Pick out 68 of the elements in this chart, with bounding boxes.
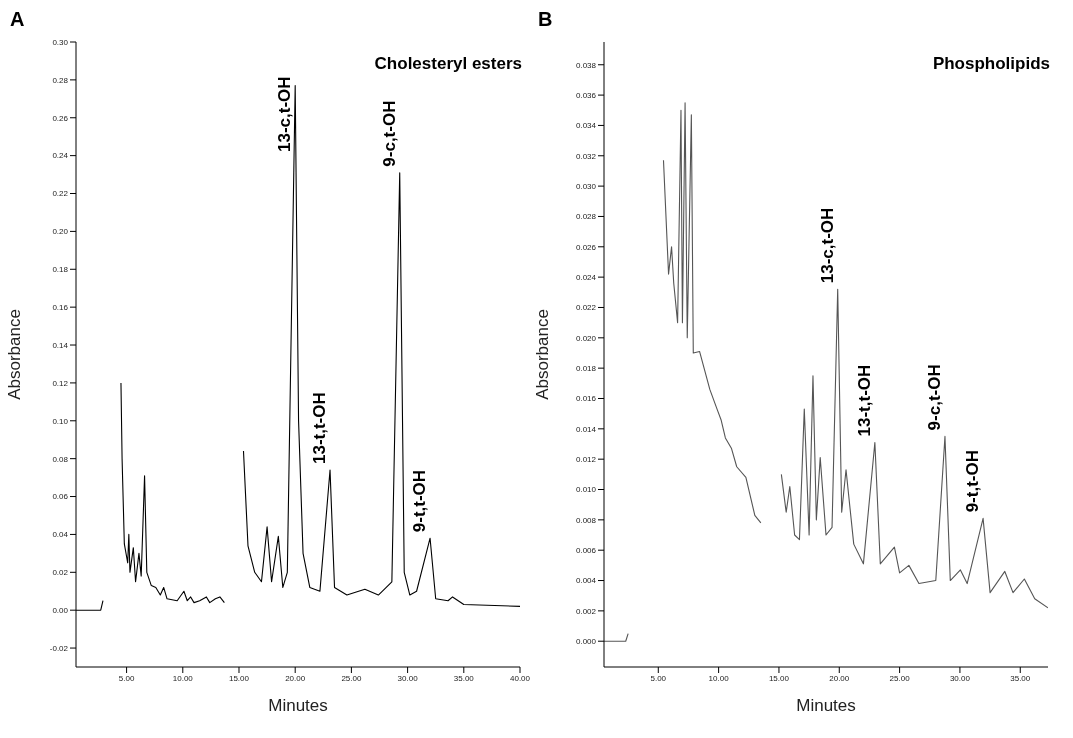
y-tick-label: 0.16 (52, 302, 69, 312)
y-tick-label: 0.036 (575, 90, 597, 100)
y-tick-label: -0.02 (49, 643, 69, 653)
annotation: 13-c,t-OH (817, 207, 837, 284)
y-tick-label: 0.010 (575, 485, 597, 495)
x-tick-label: 40.00 (509, 673, 531, 683)
annotation: 9-t,t-OH (963, 450, 983, 513)
x-tick-label: 10.00 (708, 673, 730, 683)
y-tick-label: 0.014 (575, 424, 597, 434)
y-tick-label: 0.08 (52, 454, 69, 464)
y-tick-label: 0.000 (575, 637, 597, 647)
y-tick-label: 0.038 (575, 60, 597, 70)
y-tick-label: 0.00 (52, 606, 69, 616)
annotation: Phospholipids (932, 54, 1050, 74)
y-tick-label: 0.04 (52, 530, 69, 540)
y-tick-label: 0.06 (52, 492, 69, 502)
y-tick-label: 0.026 (575, 242, 597, 252)
y-axis-title: Absorbance (5, 309, 25, 400)
y-tick-label: 0.10 (52, 416, 69, 426)
y-tick-label: 0.034 (575, 121, 597, 131)
y-tick-label: 0.28 (52, 75, 69, 85)
x-tick-label: 35.00 (453, 673, 475, 683)
x-tick-label: 15.00 (228, 673, 250, 683)
x-axis-title: Minutes (268, 696, 328, 715)
x-tick-label: 20.00 (829, 673, 850, 683)
chart-title: B (538, 8, 553, 31)
y-tick-label: 0.030 (575, 181, 597, 191)
x-tick-label: 5.00 (650, 673, 667, 683)
annotation: Cholesteryl esters (374, 54, 522, 74)
y-axis-title: Absorbance (533, 309, 553, 400)
y-tick-label: 0.024 (575, 272, 597, 282)
x-axis-title: Minutes (796, 696, 856, 715)
x-tick-label: 15.00 (768, 673, 790, 683)
x-tick-label: 35.00 (1010, 673, 1031, 683)
y-tick-label: 0.016 (575, 394, 597, 404)
annotation: 9-t,t-OH (410, 469, 430, 533)
x-tick-label: 5.00 (118, 673, 135, 683)
annotation: 9-c,t-OH (924, 364, 944, 431)
y-tick-label: 0.002 (575, 606, 597, 616)
y-tick-label: 0.018 (575, 363, 597, 373)
chart-title: A (10, 8, 25, 31)
y-tick-label: 0.028 (575, 212, 597, 222)
y-tick-label: 0.012 (575, 455, 597, 465)
annotation: 9-c,t-OH (379, 100, 399, 167)
y-tick-label: 0.006 (575, 546, 597, 556)
y-tick-label: 0.22 (52, 189, 69, 199)
x-tick-label: 20.00 (285, 673, 306, 683)
y-tick-label: 0.008 (575, 515, 597, 525)
x-tick-label: 30.00 (397, 673, 419, 683)
y-tick-label: 0.032 (575, 151, 597, 161)
annotation: 13-t,t-OH (310, 392, 330, 465)
y-tick-label: 0.20 (52, 227, 69, 237)
y-tick-label: 0.26 (52, 113, 69, 123)
x-tick-label: 25.00 (889, 673, 911, 683)
y-tick-label: 0.30 (52, 37, 69, 47)
annotation: 13-t,t-OH (854, 364, 874, 437)
y-tick-label: 0.004 (575, 576, 597, 586)
x-tick-label: 10.00 (172, 673, 194, 683)
y-tick-label: 0.24 (52, 151, 69, 161)
x-tick-label: 25.00 (341, 673, 362, 683)
y-tick-label: 0.12 (52, 378, 69, 388)
y-tick-label: 0.02 (52, 568, 69, 578)
y-tick-label: 0.022 (575, 303, 597, 313)
y-tick-label: 0.14 (52, 340, 69, 350)
y-tick-label: 0.18 (52, 265, 69, 275)
annotation: 13-c,t-OH (275, 76, 295, 152)
y-tick-label: 0.020 (575, 333, 597, 343)
x-tick-label: 30.00 (949, 673, 971, 683)
